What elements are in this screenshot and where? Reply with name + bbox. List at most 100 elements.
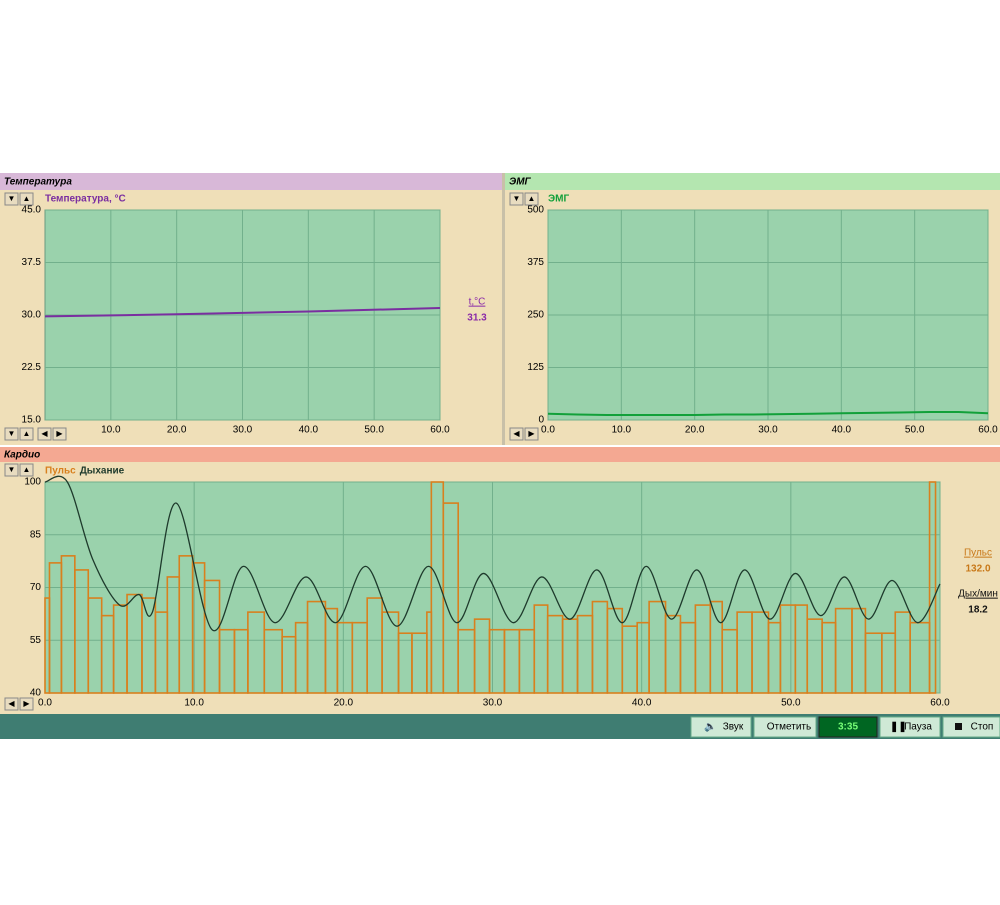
icon: 🔈 <box>704 722 716 733</box>
legend-entry: ЭМГ <box>548 194 569 205</box>
x-tick-label: 0.0 <box>541 425 555 436</box>
y-tick-label: 375 <box>527 257 544 268</box>
x-tick-label: 40.0 <box>832 425 852 436</box>
x-tick-label: 30.0 <box>483 698 503 709</box>
x-tick-label: 10.0 <box>612 425 632 436</box>
panel-title: ЭМГ <box>509 177 532 188</box>
button[interactable] <box>524 427 539 441</box>
icon <box>955 723 962 730</box>
y-tick-label: 15.0 <box>22 415 42 426</box>
y-tick-label: 40 <box>30 688 42 699</box>
x-tick-label: 50.0 <box>905 425 925 436</box>
timer <box>818 716 878 738</box>
x-tick-label: 40.0 <box>632 698 652 709</box>
sound-label: Звук <box>723 722 744 733</box>
series-line <box>44 475 941 632</box>
splitter <box>502 173 505 445</box>
readout-label: t,°C <box>469 297 486 308</box>
icon: ▶ <box>528 429 535 438</box>
icon: ❚❚ <box>890 722 907 733</box>
icon: ◀ <box>513 429 520 438</box>
legend-entry: Дыхание <box>80 466 125 477</box>
timer-text: 3:35 <box>838 722 858 733</box>
icon: ▶ <box>23 699 30 708</box>
x-tick-label: 60.0 <box>978 425 998 436</box>
y-tick-label: 70 <box>30 582 42 593</box>
button[interactable] <box>4 427 19 441</box>
cardio-header <box>0 447 1000 462</box>
panel-title: Кардио <box>4 450 40 461</box>
icon: ◀ <box>41 429 48 438</box>
y-tick-label: 125 <box>527 362 544 373</box>
y-tick-label: 250 <box>527 310 544 321</box>
icon: ▶ <box>56 429 63 438</box>
icon: ▼ <box>8 429 16 438</box>
x-tick-label: 20.0 <box>167 425 187 436</box>
readout-label: Дых/мин <box>958 589 998 600</box>
series-line <box>44 307 441 318</box>
scale-buttons[interactable]: ▼ ▲ ▼ ▲ ▼ ▲ ▼ ▲ ◀ ▶ ◀ ▶ ◀ ▶ <box>4 192 539 711</box>
button[interactable] <box>524 192 539 206</box>
legend-entry: Пульс <box>45 466 76 477</box>
button[interactable] <box>37 427 52 441</box>
x-tick-label: 60.0 <box>430 425 450 436</box>
icon: ▼ <box>8 194 16 203</box>
panel-title: Температура <box>4 177 72 188</box>
pulse-bar <box>442 502 459 694</box>
x-tick-label: 0.0 <box>38 698 52 709</box>
icon: ▼ <box>513 194 521 203</box>
icon: ▲ <box>23 429 31 438</box>
mark-button[interactable] <box>753 716 817 738</box>
y-tick-label: 22.5 <box>22 362 42 373</box>
pause-button[interactable] <box>879 716 941 738</box>
x-tick-label: 10.0 <box>184 698 204 709</box>
x-tick-label: 40.0 <box>299 425 319 436</box>
y-tick-label: 85 <box>30 529 42 540</box>
x-tick-label: 50.0 <box>781 698 801 709</box>
emg-header <box>505 173 1000 190</box>
x-tick-label: 10.0 <box>101 425 121 436</box>
legend-entry: Температура, °C <box>45 194 126 205</box>
stop-label: Стоп <box>971 722 994 733</box>
y-tick-label: 500 <box>527 205 544 216</box>
series-line <box>547 411 989 416</box>
button[interactable] <box>19 192 34 206</box>
button[interactable] <box>19 697 34 711</box>
button[interactable] <box>4 463 19 477</box>
y-tick-label: 45.0 <box>22 205 42 216</box>
x-tick-label: 30.0 <box>758 425 778 436</box>
button[interactable] <box>19 427 34 441</box>
pulse-bar <box>928 481 937 694</box>
y-tick-label: 100 <box>24 477 41 488</box>
icon: ◀ <box>8 699 15 708</box>
y-tick-label: 37.5 <box>22 257 42 268</box>
readout-value: 31.3 <box>467 313 487 324</box>
x-tick-label: 20.0 <box>334 698 354 709</box>
x-tick-label: 30.0 <box>233 425 253 436</box>
icon: ▲ <box>23 465 31 474</box>
button[interactable] <box>509 192 524 206</box>
readout-value: 132.0 <box>965 564 990 575</box>
y-tick-label: 55 <box>30 635 42 646</box>
readout-value: 18.2 <box>968 605 988 616</box>
pause-label: Пауза <box>904 722 932 733</box>
button[interactable] <box>4 697 19 711</box>
y-tick-label: 0 <box>538 415 544 426</box>
icon: ▼ <box>8 465 16 474</box>
sound-button[interactable] <box>690 716 752 738</box>
mark-label: Отметить <box>767 722 811 733</box>
y-tick-label: 30.0 <box>22 310 42 321</box>
stop-button[interactable] <box>942 716 1000 738</box>
x-tick-label: 20.0 <box>685 425 705 436</box>
readout-label: Пульс <box>964 548 992 559</box>
icon: ▲ <box>23 194 31 203</box>
x-tick-label: 50.0 <box>364 425 384 436</box>
button[interactable] <box>4 192 19 206</box>
button[interactable] <box>52 427 67 441</box>
button[interactable] <box>19 463 34 477</box>
temp-header <box>0 173 502 190</box>
icon: ▲ <box>528 194 536 203</box>
button[interactable] <box>509 427 524 441</box>
